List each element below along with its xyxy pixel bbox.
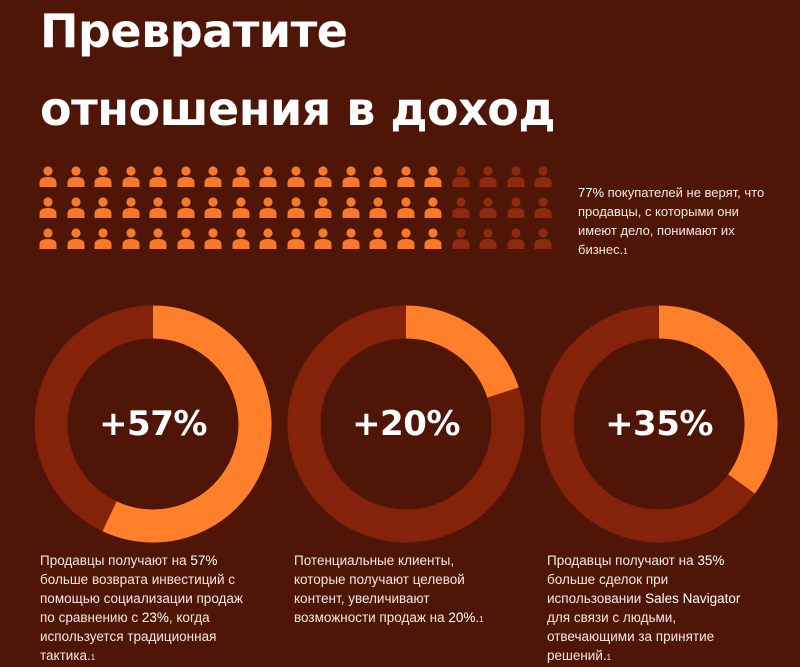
person-icon	[369, 166, 387, 187]
caption-3-highlight-a: 35%	[697, 553, 725, 568]
caption-1-highlight-b: 23%	[141, 610, 169, 625]
person-icon	[534, 166, 552, 187]
person-icon	[452, 197, 469, 218]
person-icon	[314, 166, 332, 187]
person-icon	[259, 166, 277, 187]
person-icon	[507, 228, 524, 249]
donut-1-value-slice	[102, 305, 272, 543]
caption-3-footnote: 1	[606, 653, 612, 662]
person-icon	[314, 228, 332, 249]
person-icon	[149, 197, 167, 218]
caption-3-highlight-b: Sales Navigator	[645, 591, 741, 606]
person-icon	[314, 197, 332, 218]
donut-chart-3-value: +35%	[605, 404, 713, 444]
person-icon	[452, 228, 469, 249]
donut-chart-2: +20%	[286, 304, 526, 544]
person-icon	[287, 197, 304, 218]
person-icon	[424, 228, 442, 249]
caption-1-footnote: 1	[90, 653, 96, 662]
person-icon	[204, 166, 222, 187]
person-icon	[452, 166, 469, 187]
donut-chart-3: +35%	[539, 304, 779, 544]
page-title-line-1: Превратите	[40, 4, 348, 58]
stat-note: 77% покупателей не верят, что продавцы, …	[578, 183, 778, 261]
caption-3-text-c: для связи с людьми, отвечающими за приня…	[547, 610, 715, 663]
person-icon	[342, 166, 359, 187]
person-icon	[479, 166, 497, 187]
donut-chart-1-value: +57%	[99, 404, 207, 444]
caption-2-highlight-a: 20%	[448, 610, 476, 625]
caption-3-text-a: Продавцы получают на	[547, 553, 698, 568]
person-icon	[397, 166, 414, 187]
people-grid	[38, 166, 558, 256]
person-icon	[177, 228, 194, 249]
person-icon	[67, 166, 84, 187]
person-icon	[342, 197, 359, 218]
person-icon	[369, 228, 387, 249]
person-icon	[232, 228, 249, 249]
caption-1-text-b: больше возврата инвестиций с помощью соц…	[40, 572, 243, 625]
person-icon	[424, 166, 442, 187]
person-icon	[67, 197, 84, 218]
donut-chart-2-svg	[287, 305, 525, 543]
person-icon	[122, 166, 139, 187]
person-icon	[39, 166, 57, 187]
person-icon	[424, 197, 442, 218]
person-icon	[479, 197, 497, 218]
person-icon	[287, 166, 304, 187]
person-icon	[67, 228, 84, 249]
donut-3-value-slice	[658, 305, 778, 494]
person-icon	[287, 228, 304, 249]
person-icon	[397, 197, 414, 218]
person-icon	[177, 166, 194, 187]
person-icon	[259, 197, 277, 218]
person-icon	[259, 228, 277, 249]
person-icon	[397, 228, 414, 249]
donut-2-value-slice	[405, 305, 519, 399]
person-icon	[94, 166, 112, 187]
person-icon	[94, 197, 112, 218]
person-icon	[149, 228, 167, 249]
caption-2-text-b: .	[475, 610, 480, 625]
person-icon	[149, 166, 167, 187]
person-icon	[534, 228, 552, 249]
caption-3-text-b: больше сделок при использовании	[547, 572, 669, 606]
stat-footnote: 1	[623, 247, 628, 256]
person-icon	[369, 197, 387, 218]
person-icon	[232, 197, 249, 218]
person-icon	[507, 197, 524, 218]
donut-chart-2-value: +20%	[352, 404, 460, 444]
stat-text: покупателей не верят, что продавцы, с ко…	[578, 185, 765, 257]
person-icon	[507, 166, 524, 187]
donut-chart-1: +57%	[33, 304, 273, 544]
person-icon	[94, 228, 112, 249]
caption-2: Потенциальные клиенты, которые получают …	[294, 551, 504, 629]
person-icon	[534, 197, 552, 218]
caption-2-footnote: 1	[479, 615, 484, 624]
person-icon	[479, 228, 497, 249]
donut-chart-1-svg	[34, 305, 272, 543]
person-icon	[342, 228, 359, 249]
caption-1-highlight-a: 57%	[190, 553, 218, 568]
caption-1-text-a: Продавцы получают на	[40, 553, 191, 568]
person-icon	[122, 228, 139, 249]
stat-percent: 77%	[578, 185, 605, 200]
person-icon	[39, 197, 57, 218]
page-title-line-2: отношения в доход	[40, 82, 556, 136]
person-icon	[204, 197, 222, 218]
donut-chart-3-svg	[540, 305, 778, 543]
caption-1: Продавцы получают на 57% больше возврата…	[40, 551, 250, 667]
person-icon	[122, 197, 139, 218]
caption-1-text-c: , когда используется традиционная тактик…	[40, 610, 217, 663]
person-icon	[204, 228, 222, 249]
person-icon	[232, 166, 249, 187]
caption-3: Продавцы получают на 35% больше сделок п…	[547, 551, 757, 667]
caption-2-text-a: Потенциальные клиенты, которые получают …	[294, 553, 465, 625]
person-icon	[177, 197, 194, 218]
person-icon	[39, 228, 57, 249]
